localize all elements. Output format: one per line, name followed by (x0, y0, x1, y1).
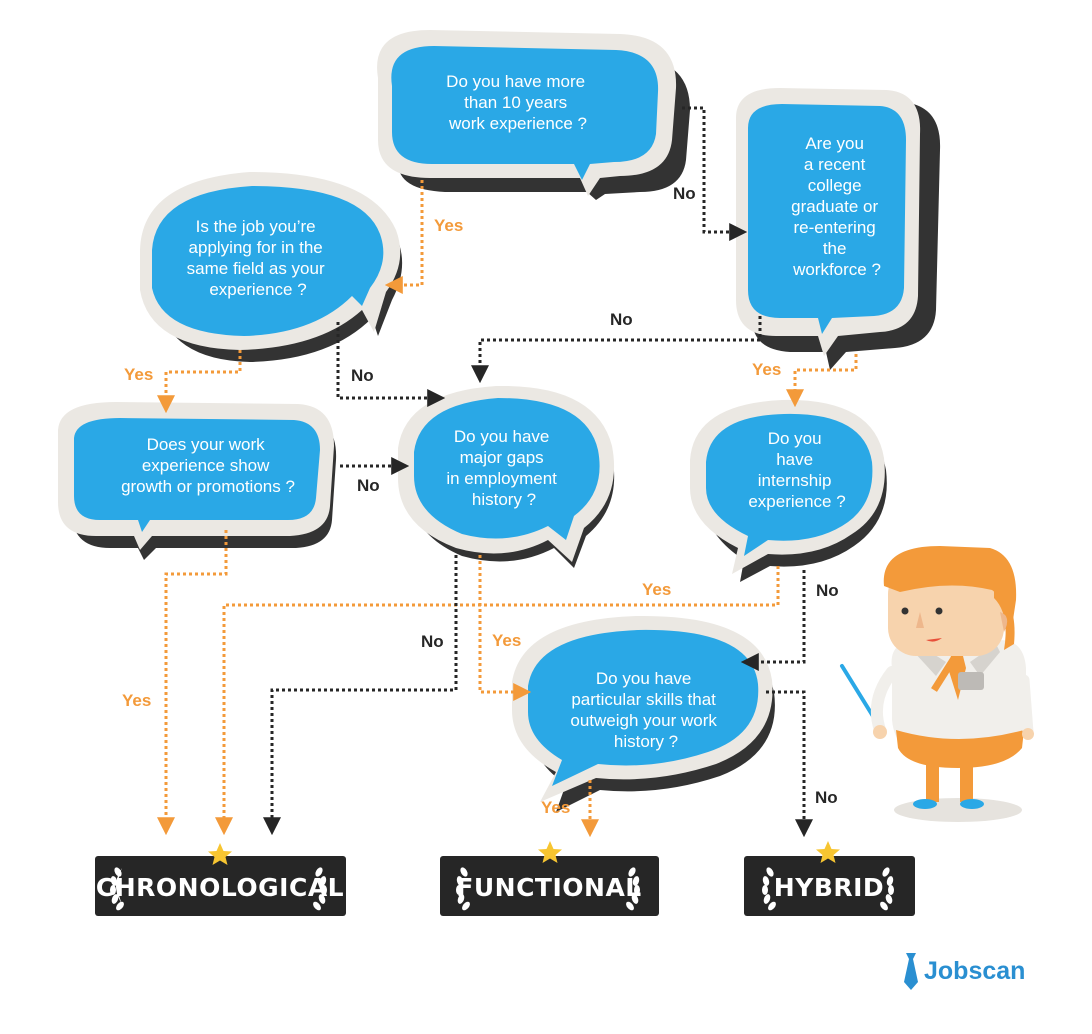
presenter-character (840, 546, 1034, 822)
laurel-icon (110, 867, 124, 911)
star-icon (816, 841, 840, 863)
question-text: Do you have particular skills that outwe… (570, 669, 721, 751)
edge-label-no: No (816, 581, 839, 600)
edge-label-no: No (610, 310, 633, 329)
bubble-experience-years: Do you have more than 10 years work expe… (377, 30, 690, 200)
laurel-icon (626, 867, 640, 911)
edge-yes-internship-to-chronological (215, 566, 780, 836)
edge-label-no: No (357, 476, 380, 495)
edge-label-yes: Yes (124, 365, 153, 384)
edge-no-internship-to-skills (740, 570, 806, 671)
edge-no-graduate-to-gaps (471, 316, 762, 384)
edge-label-yes: Yes (752, 360, 781, 379)
bubble-skills: Do you have particular skills that outwe… (512, 615, 775, 812)
edge-label-yes: Yes (642, 580, 671, 599)
edge-yes-graduate-to-internship (786, 354, 858, 408)
edge-yes-years-to-field (384, 180, 424, 294)
question-text: Does your work experience show growth or… (121, 435, 295, 496)
result-label: FUNCTIONAL (456, 873, 641, 902)
edge-no-skills-to-hybrid (766, 690, 813, 838)
edge-no-years-to-graduate (682, 106, 748, 241)
bubble-growth: Does your work experience show growth or… (58, 402, 337, 560)
edge-label-no: No (815, 788, 838, 807)
question-text: Do you have more than 10 years work expe… (446, 72, 590, 133)
result-label: CHRONOLOGICAL (96, 873, 344, 902)
star-icon (208, 843, 232, 865)
question-text: Do you have major gaps in employment his… (446, 427, 561, 509)
result-label: HYBRID (774, 873, 884, 902)
bubble-internship: Do you have internship experience ? (690, 399, 887, 582)
edge-label-yes: Yes (122, 691, 151, 710)
edge-no-gaps-to-chronological (263, 555, 458, 836)
laurel-icon (456, 867, 470, 911)
edge-label-no: No (421, 632, 444, 651)
brand-name: Jobscan (924, 957, 1025, 985)
result-hybrid: HYBRID (744, 841, 915, 916)
star-icon (538, 841, 562, 863)
result-functional: FUNCTIONAL (440, 841, 659, 916)
question-text: Do you have internship experience ? (748, 429, 845, 511)
edge-no-field-to-gaps (336, 322, 446, 407)
bubble-recent-graduate: Are you a recent college graduate or re-… (736, 88, 941, 370)
edge-label-yes: Yes (434, 216, 463, 235)
edge-yes-growth-to-chronological (157, 530, 228, 836)
laurel-icon (762, 867, 776, 911)
tie-icon (904, 953, 918, 990)
edge-labels: Yes No No Yes Yes No No Yes No No Yes Ye… (122, 184, 839, 817)
edge-label-no: No (351, 366, 374, 385)
bubble-gaps: Do you have major gaps in employment his… (398, 385, 615, 568)
edge-label-no: No (673, 184, 696, 203)
question-text: Is the job you’re applying for in the sa… (187, 217, 330, 299)
connectors (157, 106, 858, 838)
brand-logo: Jobscan (904, 953, 1025, 990)
edge-label-yes: Yes (492, 631, 521, 650)
laurel-icon (313, 867, 327, 911)
bubble-same-field: Is the job you’re applying for in the sa… (140, 172, 403, 362)
result-chronological: CHRONOLOGICAL (95, 843, 346, 916)
edge-label-yes: Yes (541, 798, 570, 817)
question-text: Are you a recent college graduate or re-… (791, 134, 883, 279)
laurel-icon (880, 867, 894, 911)
